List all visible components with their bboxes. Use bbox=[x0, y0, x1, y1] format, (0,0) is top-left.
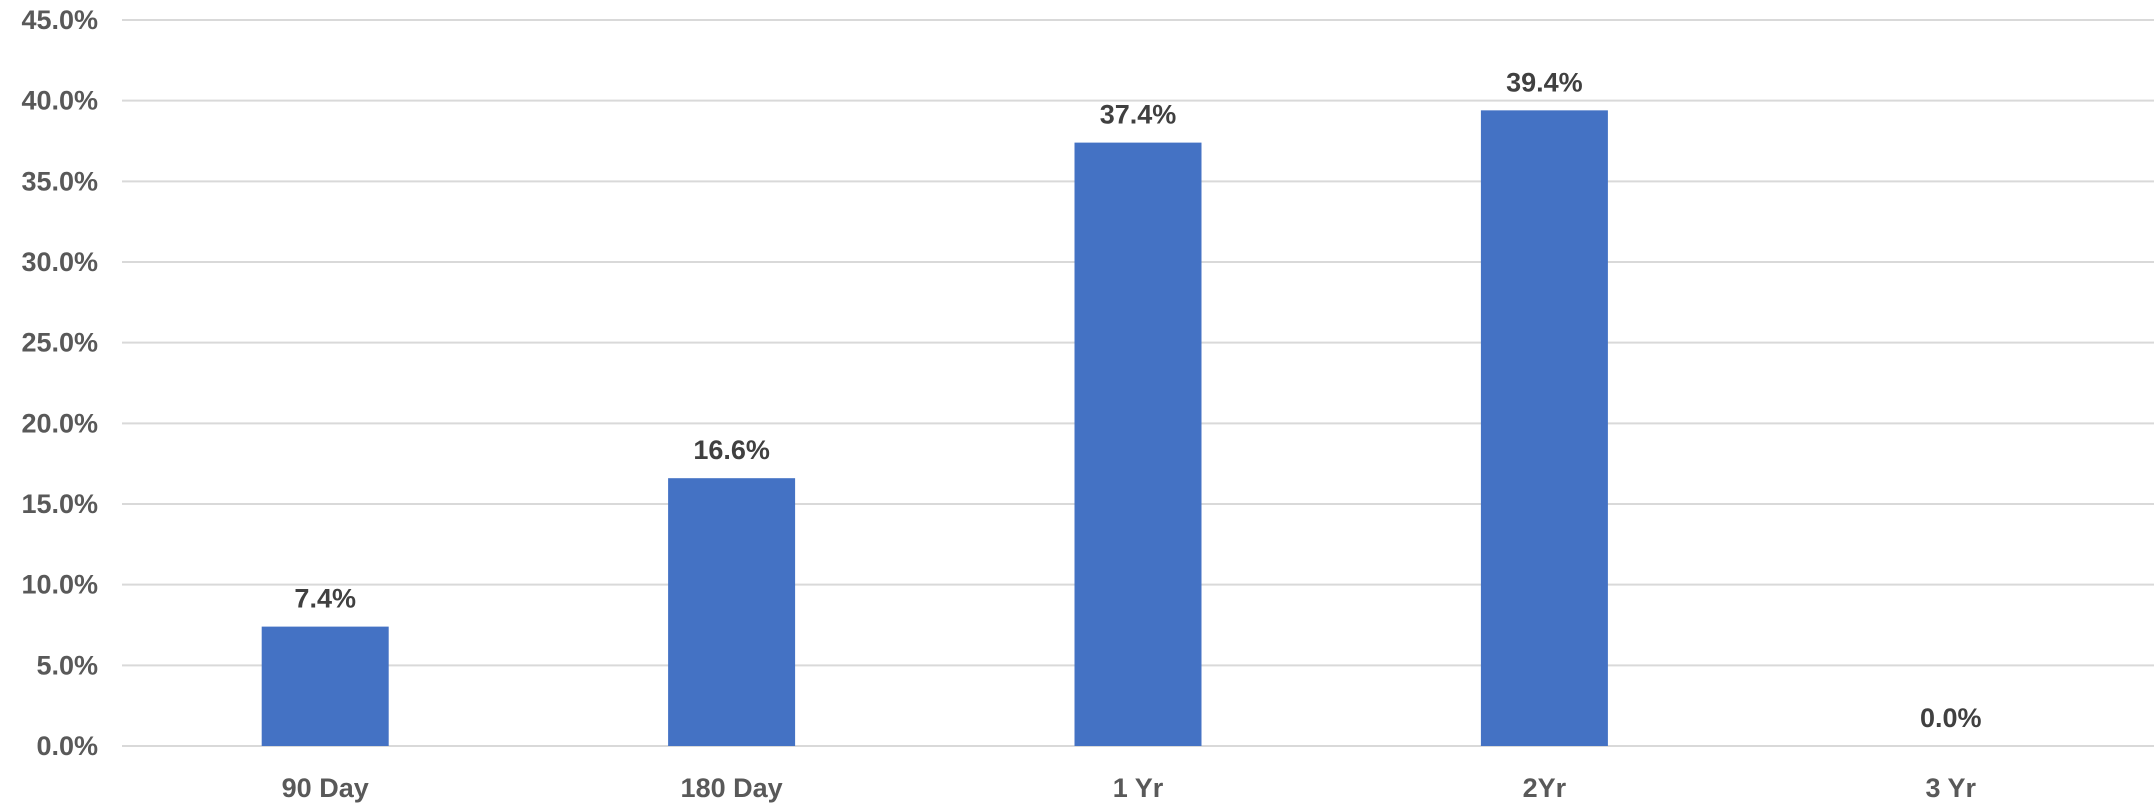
y-tick-label: 20.0% bbox=[21, 408, 98, 438]
x-tick-label: 180 Day bbox=[681, 773, 783, 803]
y-axis-tick-labels: 0.0% 5.0% 10.0% 15.0% 20.0% 25.0% 30.0% 35.0% 40… bbox=[21, 5, 98, 761]
data-labels: 7.4% 16.6% 37.4% 39.4% 0.0% bbox=[294, 67, 1981, 733]
y-tick-label: 5.0% bbox=[36, 650, 98, 680]
bar bbox=[1074, 142, 1202, 746]
data-label: 39.4% bbox=[1506, 67, 1583, 97]
data-label: 0.0% bbox=[1920, 703, 1982, 733]
bars bbox=[261, 110, 1608, 746]
x-tick-label: 2Yr bbox=[1523, 773, 1567, 803]
data-label: 37.4% bbox=[1100, 100, 1177, 130]
bar bbox=[1480, 110, 1608, 746]
y-tick-label: 15.0% bbox=[21, 489, 98, 519]
data-label: 7.4% bbox=[294, 584, 356, 614]
bar bbox=[261, 626, 389, 746]
y-tick-label: 10.0% bbox=[21, 570, 98, 600]
x-axis-tick-labels: 90 Day 180 Day 1 Yr 2Yr 3 Yr bbox=[282, 773, 1977, 803]
y-tick-label: 0.0% bbox=[36, 731, 98, 761]
bar bbox=[668, 478, 796, 746]
y-tick-label: 40.0% bbox=[21, 86, 98, 116]
x-tick-label: 1 Yr bbox=[1113, 773, 1164, 803]
y-tick-label: 35.0% bbox=[21, 166, 98, 196]
data-label: 16.6% bbox=[693, 435, 770, 465]
x-tick-label: 3 Yr bbox=[1926, 773, 1977, 803]
y-tick-label: 25.0% bbox=[21, 328, 98, 358]
y-tick-label: 45.0% bbox=[21, 5, 98, 35]
x-tick-label: 90 Day bbox=[282, 773, 369, 803]
y-tick-label: 30.0% bbox=[21, 247, 98, 277]
